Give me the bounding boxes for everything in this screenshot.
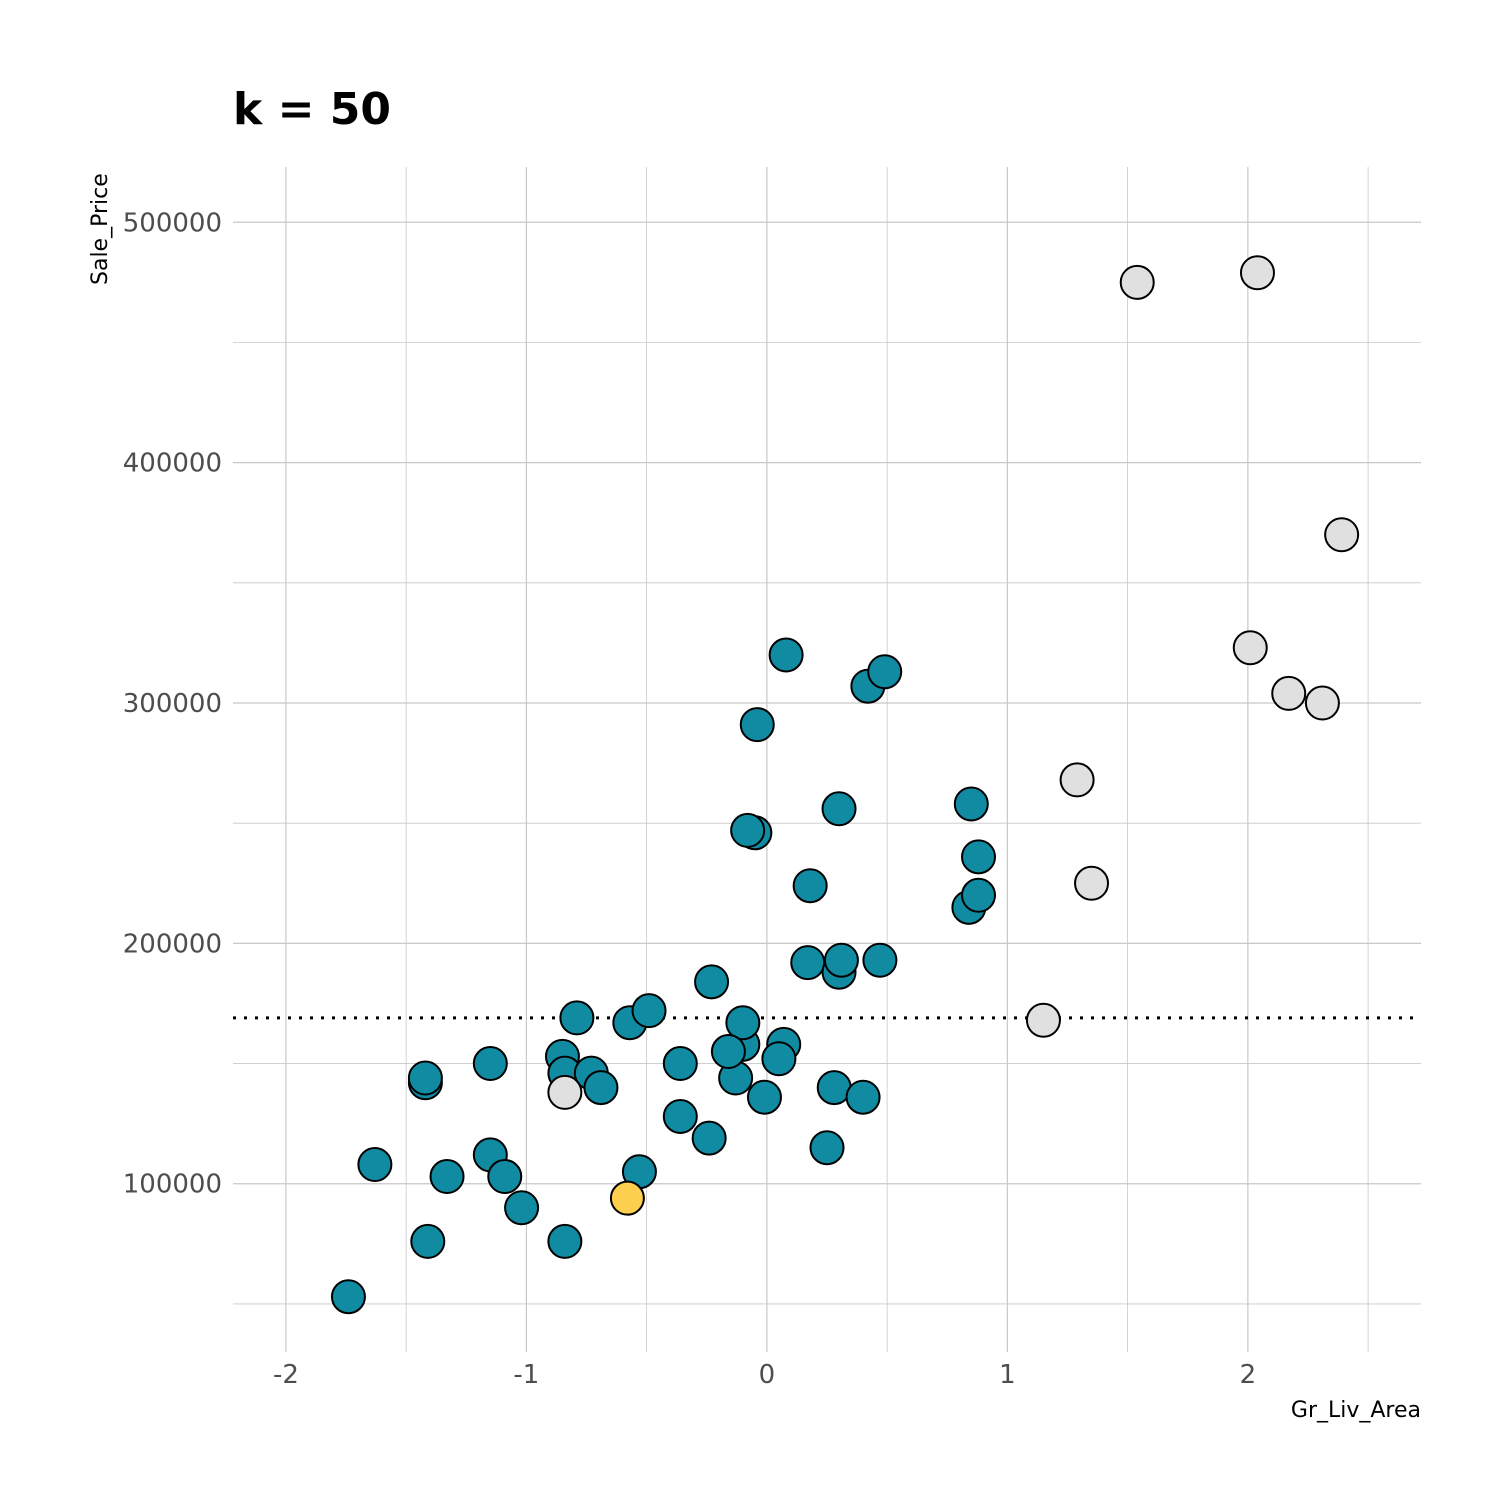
data-point-other bbox=[1239, 255, 1275, 291]
data-point-neighbor bbox=[761, 1041, 797, 1077]
data-point-neighbor bbox=[710, 1034, 746, 1070]
data-point-neighbor bbox=[768, 637, 804, 673]
data-point-neighbor bbox=[429, 1159, 465, 1195]
x-tick-label: 2 bbox=[1240, 1360, 1257, 1390]
data-point-neighbor bbox=[792, 868, 828, 904]
data-point-neighbor bbox=[790, 945, 826, 981]
data-point-neighbor bbox=[694, 964, 730, 1000]
data-point-neighbor bbox=[746, 1079, 782, 1115]
data-point-query bbox=[609, 1180, 645, 1216]
data-point-neighbor bbox=[472, 1046, 508, 1082]
data-points bbox=[330, 255, 1360, 1315]
x-tick-label: 0 bbox=[759, 1360, 776, 1390]
y-tick-label: 400000 bbox=[123, 449, 222, 479]
x-axis-ticks: -2 -1 0 1 2 bbox=[273, 1360, 1256, 1390]
data-point-neighbor bbox=[821, 791, 857, 827]
plot-grid bbox=[233, 167, 1421, 1352]
data-point-neighbor bbox=[809, 1130, 845, 1166]
x-tick-label: -2 bbox=[273, 1360, 299, 1390]
y-tick-label: 200000 bbox=[123, 929, 222, 959]
data-point-other bbox=[1025, 1002, 1061, 1038]
x-tick-label: 1 bbox=[999, 1360, 1016, 1390]
data-point-neighbor bbox=[662, 1098, 698, 1134]
data-point-neighbor bbox=[739, 707, 775, 743]
data-point-neighbor bbox=[357, 1147, 393, 1183]
data-point-neighbor bbox=[631, 993, 667, 1029]
data-point-neighbor bbox=[961, 839, 997, 875]
data-point-neighbor bbox=[504, 1190, 540, 1226]
chart-title: k = 50 bbox=[233, 84, 391, 135]
data-point-neighbor bbox=[583, 1070, 619, 1106]
data-point-neighbor bbox=[487, 1159, 523, 1195]
data-point-neighbor bbox=[961, 877, 997, 913]
y-tick-label: 500000 bbox=[123, 208, 222, 238]
data-point-neighbor bbox=[953, 786, 989, 822]
data-point-neighbor bbox=[845, 1079, 881, 1115]
data-point-neighbor bbox=[547, 1223, 583, 1259]
data-point-neighbor bbox=[407, 1060, 443, 1096]
data-point-other bbox=[1119, 264, 1155, 300]
data-point-neighbor bbox=[823, 942, 859, 978]
data-point-neighbor bbox=[330, 1279, 366, 1315]
y-tick-label: 300000 bbox=[123, 689, 222, 719]
x-tick-label: -1 bbox=[513, 1360, 539, 1390]
data-point-other bbox=[1059, 762, 1095, 798]
data-point-neighbor bbox=[691, 1120, 727, 1156]
y-axis-ticks: 100000 200000 300000 400000 500000 bbox=[123, 208, 222, 1199]
y-tick-label: 100000 bbox=[123, 1170, 222, 1200]
x-axis-label: Gr_Liv_Area bbox=[1291, 1398, 1421, 1423]
data-point-neighbor bbox=[662, 1046, 698, 1082]
data-point-neighbor bbox=[730, 812, 766, 848]
data-point-neighbor bbox=[725, 1005, 761, 1041]
data-point-other bbox=[1304, 685, 1340, 721]
y-axis-label: Sale_Price bbox=[88, 173, 113, 285]
data-point-other bbox=[547, 1074, 583, 1110]
data-point-neighbor bbox=[867, 654, 903, 690]
data-point-other bbox=[1324, 517, 1360, 553]
data-point-neighbor bbox=[862, 942, 898, 978]
data-point-other bbox=[1232, 630, 1268, 666]
data-point-neighbor bbox=[559, 1000, 595, 1036]
data-point-neighbor bbox=[410, 1223, 446, 1259]
data-point-other bbox=[1074, 865, 1110, 901]
data-point-other bbox=[1271, 675, 1307, 711]
